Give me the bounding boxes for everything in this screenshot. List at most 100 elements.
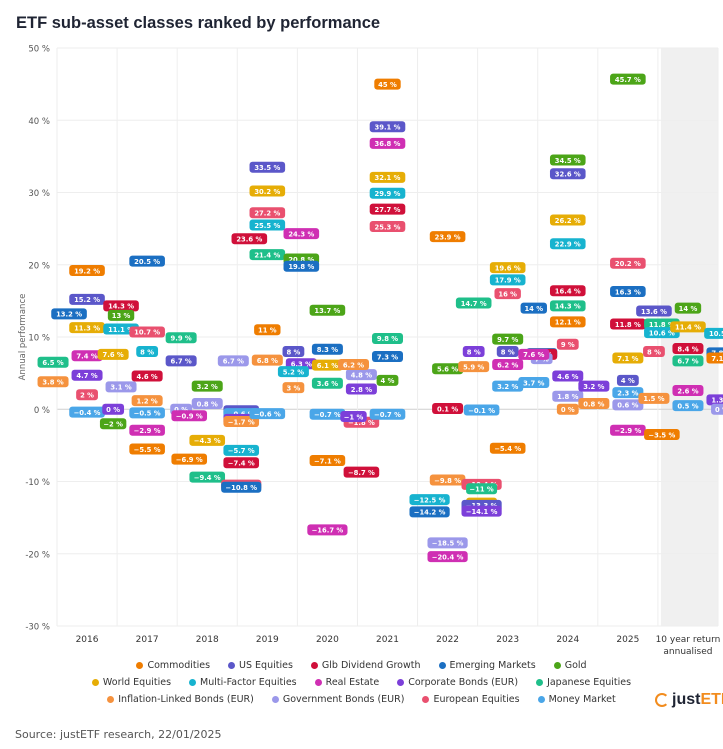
- data-label: 39.1 %: [375, 124, 401, 132]
- data-label: 20.5 %: [134, 258, 160, 266]
- legend-item[interactable]: Multi-Factor Equities: [189, 677, 297, 688]
- data-label: 20.2 %: [615, 260, 641, 268]
- data-label: 16 %: [498, 290, 517, 298]
- data-point-pill: [129, 326, 165, 338]
- data-label: 2 %: [80, 392, 94, 400]
- data-label: −5.4 %: [494, 445, 521, 453]
- data-point-pill: [672, 355, 704, 367]
- data-label: 17.9 %: [495, 277, 521, 285]
- data-label: 27.7 %: [375, 206, 401, 214]
- legend-item[interactable]: World Equities: [91, 677, 172, 688]
- data-point-pill: [369, 121, 406, 133]
- data-point-pill: [249, 207, 286, 219]
- legend-marker-icon: [553, 662, 561, 669]
- data-label: 0.8 %: [583, 400, 604, 408]
- data-label: −0.7 %: [374, 411, 401, 419]
- legend-label: World Equities: [102, 677, 172, 688]
- data-label: 3.2 %: [197, 383, 218, 391]
- data-point-pill: [282, 345, 305, 357]
- legend-item[interactable]: Inflation-Linked Bonds (EUR): [107, 694, 254, 705]
- data-point-pill: [549, 316, 586, 328]
- data-point-pill: [427, 537, 468, 549]
- data-label: 0.1 %: [437, 405, 458, 413]
- data-label: 27.2 %: [254, 210, 280, 218]
- data-label: −9.8 %: [434, 477, 461, 485]
- data-label: 14 %: [524, 305, 543, 313]
- data-label: 4.6 %: [557, 373, 578, 381]
- data-point-pill: [340, 410, 367, 422]
- x-tick-label: 2020: [316, 635, 339, 645]
- data-label: 8 %: [501, 348, 515, 356]
- data-point-pill: [171, 410, 208, 422]
- legend-marker-icon: [91, 679, 99, 686]
- y-tick-label: 10 %: [28, 334, 50, 344]
- data-point-pill: [552, 390, 584, 402]
- data-point-pill: [578, 397, 610, 409]
- legend-label: Glb Dividend Growth: [321, 660, 421, 671]
- legend-row: Commodities US Equities Glb Dividend Growt…: [0, 660, 723, 671]
- data-point-pill: [376, 374, 399, 386]
- data-point-pill: [223, 444, 260, 456]
- data-label: 6.3 %: [291, 361, 312, 369]
- data-point-pill: [549, 238, 586, 250]
- data-point-pill: [191, 380, 223, 392]
- data-point-pill: [643, 345, 665, 357]
- legend-item[interactable]: Gold: [553, 660, 587, 671]
- data-label: −12.5 %: [414, 496, 446, 504]
- data-point-pill: [372, 332, 403, 344]
- data-label: 23.6 %: [236, 236, 262, 244]
- data-label: 0 %: [106, 406, 120, 414]
- data-label: 6.2 %: [343, 361, 364, 369]
- legend-item[interactable]: Glb Dividend Growth: [310, 660, 421, 671]
- legend-item[interactable]: European Equities: [422, 694, 520, 705]
- legend-item[interactable]: Government Bonds (EUR): [271, 694, 404, 705]
- data-point-pill: [520, 302, 547, 314]
- data-point-pill: [345, 369, 377, 381]
- data-point-pill: [282, 382, 305, 394]
- data-point-pill: [311, 359, 343, 371]
- x-tick-label: 2025: [616, 635, 639, 645]
- data-label: 0.5 %: [677, 402, 698, 410]
- y-tick-label: -10 %: [25, 478, 50, 488]
- legend-marker-icon: [271, 696, 279, 703]
- data-point-pill: [309, 304, 346, 316]
- data-point-pill: [131, 370, 163, 382]
- data-point-pill: [69, 265, 105, 277]
- data-label: 16.3 %: [615, 288, 641, 296]
- data-point-pill: [672, 343, 704, 355]
- data-label: 22.9 %: [555, 241, 581, 249]
- data-point-pill: [249, 185, 286, 197]
- data-point-pill: [129, 443, 165, 455]
- data-label: −2 %: [103, 421, 123, 429]
- data-point-pill: [191, 397, 223, 409]
- data-point-pill: [165, 332, 197, 344]
- legend-item[interactable]: Corporate Bonds (EUR): [397, 677, 518, 688]
- data-label: 6.2 %: [497, 361, 518, 369]
- data-label: 36.8 %: [375, 140, 401, 148]
- data-label: 32.6 %: [555, 171, 581, 179]
- data-label: −6.9 %: [176, 456, 203, 464]
- data-point-pill: [369, 137, 406, 149]
- data-label: 1.2 %: [137, 397, 158, 405]
- data-point-pill: [249, 408, 286, 420]
- legend-item[interactable]: Japanese Equities: [536, 677, 631, 688]
- data-point-pill: [338, 358, 369, 370]
- chart-title: ETF sub-asset classes ranked by performa…: [16, 14, 381, 32]
- legend-marker-icon: [228, 662, 236, 669]
- legend-item[interactable]: Real Estate: [314, 677, 379, 688]
- data-label: −9.4 %: [194, 474, 221, 482]
- legend-item[interactable]: Money Market: [537, 694, 616, 705]
- legend-marker-icon: [397, 679, 405, 686]
- logo-text-just: just: [672, 691, 701, 708]
- data-label: 13.2 %: [56, 311, 82, 319]
- legend-item[interactable]: US Equities: [228, 660, 293, 671]
- data-point-pill: [518, 377, 550, 389]
- data-point-pill: [610, 73, 646, 85]
- data-label: 8 %: [647, 348, 661, 356]
- data-label: −2.9 %: [614, 427, 641, 435]
- legend-item[interactable]: Commodities: [136, 660, 210, 671]
- data-label: −0.6 %: [254, 410, 281, 418]
- data-label: 6.8 %: [257, 357, 278, 365]
- legend-item[interactable]: Emerging Markets: [438, 660, 536, 671]
- data-point-pill: [466, 483, 498, 495]
